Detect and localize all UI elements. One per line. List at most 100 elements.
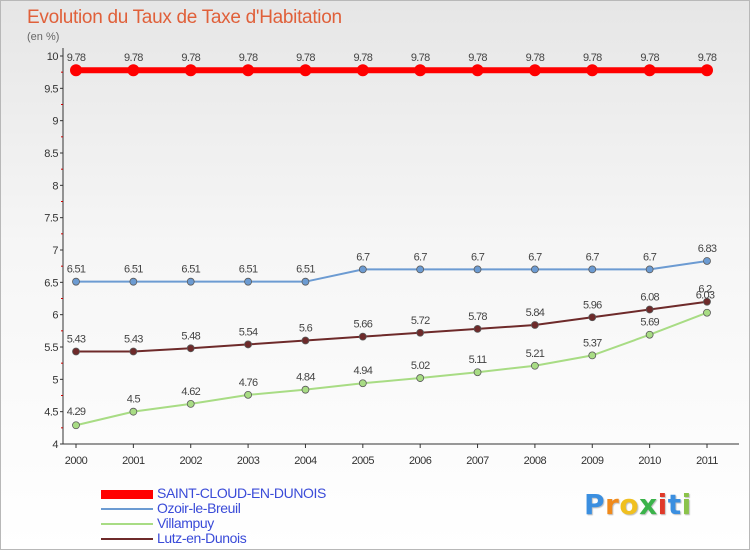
data-label: 6.08 bbox=[640, 291, 659, 303]
data-label: 6.51 bbox=[239, 264, 258, 276]
data-label: 4.29 bbox=[67, 406, 86, 418]
data-label: 9.78 bbox=[526, 52, 545, 64]
legend-swatch bbox=[101, 538, 153, 540]
data-point bbox=[127, 64, 140, 77]
legend-label: Ozoir-le-Breuil bbox=[157, 500, 241, 516]
x-tick-label: 2009 bbox=[581, 455, 604, 467]
x-tick-label: 2006 bbox=[409, 455, 432, 467]
data-point bbox=[70, 64, 82, 77]
data-point bbox=[301, 277, 310, 286]
data-point bbox=[186, 277, 195, 286]
data-point bbox=[645, 305, 654, 314]
series-line-3 bbox=[76, 300, 708, 353]
data-label: 6.51 bbox=[296, 264, 315, 276]
data-label: 6.51 bbox=[67, 264, 86, 276]
y-tick-label: 8 bbox=[52, 180, 58, 192]
series-line-1 bbox=[76, 260, 708, 283]
series-line-2 bbox=[75, 311, 708, 427]
data-label: 4.84 bbox=[296, 372, 315, 384]
logo-letter: i bbox=[657, 488, 668, 521]
data-label: 6.51 bbox=[124, 264, 143, 276]
y-tick-label: 9.5 bbox=[44, 83, 58, 95]
chart-title: Evolution du Taux de Taxe d'Habitation bbox=[27, 7, 342, 28]
y-tick-label: 5 bbox=[52, 374, 58, 386]
data-label: 5.78 bbox=[468, 311, 487, 323]
data-point bbox=[244, 390, 252, 399]
data-label: 9.78 bbox=[296, 52, 315, 64]
data-point bbox=[244, 277, 252, 286]
data-point bbox=[129, 407, 138, 416]
data-point bbox=[588, 265, 597, 274]
data-label: 5.21 bbox=[526, 348, 545, 360]
y-tick-label: 7 bbox=[52, 245, 58, 257]
y-tick-label: 9 bbox=[52, 116, 58, 128]
data-point bbox=[186, 400, 195, 408]
data-point bbox=[471, 64, 484, 77]
data-point bbox=[416, 328, 425, 337]
data-point bbox=[588, 313, 597, 322]
data-point bbox=[299, 64, 312, 77]
y-tick-label: 8.5 bbox=[44, 148, 58, 160]
data-label: 6.7 bbox=[528, 251, 542, 263]
data-label: 6.03 bbox=[696, 290, 715, 302]
data-label: 5.43 bbox=[67, 334, 86, 346]
legend-swatch bbox=[101, 489, 153, 499]
data-point bbox=[72, 347, 80, 356]
logo-letter: i bbox=[681, 488, 692, 521]
data-point bbox=[416, 374, 425, 382]
data-point bbox=[184, 64, 197, 77]
y-tick-label: 5.5 bbox=[44, 342, 58, 354]
data-point bbox=[473, 324, 482, 333]
data-label: 5.66 bbox=[354, 319, 373, 331]
data-label: 4.94 bbox=[354, 365, 373, 377]
x-tick-label: 2007 bbox=[466, 455, 489, 467]
data-label: 6.2 bbox=[698, 284, 712, 296]
data-label: 4.5 bbox=[127, 394, 141, 406]
x-tick-label: 2003 bbox=[237, 455, 260, 467]
legend-swatch bbox=[101, 523, 153, 525]
data-point bbox=[703, 308, 711, 317]
proxiti-logo: Proxiti bbox=[584, 488, 692, 521]
x-tick-label: 2000 bbox=[65, 455, 88, 467]
data-label: 9.78 bbox=[583, 52, 602, 64]
data-point bbox=[643, 64, 656, 77]
data-label: 4.62 bbox=[181, 386, 200, 398]
data-point bbox=[416, 265, 425, 274]
y-tick-label: 10 bbox=[47, 51, 59, 63]
data-label: 9.78 bbox=[640, 52, 659, 64]
data-label: 5.37 bbox=[583, 337, 602, 349]
x-tick-label: 2011 bbox=[696, 455, 718, 467]
data-point bbox=[244, 340, 252, 349]
data-label: 6.51 bbox=[181, 264, 200, 276]
data-label: 9.78 bbox=[354, 52, 373, 64]
data-label: 5.48 bbox=[181, 330, 200, 342]
x-tick-label: 2005 bbox=[352, 455, 375, 467]
data-point bbox=[703, 297, 711, 306]
data-point bbox=[473, 265, 482, 274]
data-label: 6.7 bbox=[414, 251, 428, 263]
data-point bbox=[358, 265, 367, 274]
x-tick-label: 2004 bbox=[294, 455, 317, 467]
data-point bbox=[186, 344, 195, 353]
data-point bbox=[301, 336, 310, 345]
data-point bbox=[242, 64, 255, 77]
data-label: 5.6 bbox=[299, 323, 313, 335]
data-point bbox=[358, 332, 367, 341]
data-point bbox=[645, 330, 654, 339]
y-tick-label: 4.5 bbox=[44, 407, 58, 419]
data-label: 5.11 bbox=[469, 354, 487, 366]
data-label: 5.43 bbox=[124, 334, 143, 346]
data-point bbox=[473, 368, 482, 377]
data-label: 9.78 bbox=[181, 52, 200, 64]
y-tick-label: 4 bbox=[52, 439, 58, 451]
x-tick-label: 2002 bbox=[179, 455, 202, 467]
data-label: 5.02 bbox=[411, 360, 430, 372]
logo-letter: t bbox=[667, 488, 682, 521]
data-label: 9.78 bbox=[239, 52, 258, 64]
data-point bbox=[72, 277, 80, 286]
data-point bbox=[531, 321, 539, 329]
data-label: 6.7 bbox=[471, 251, 485, 263]
logo-letter: P bbox=[584, 488, 606, 521]
